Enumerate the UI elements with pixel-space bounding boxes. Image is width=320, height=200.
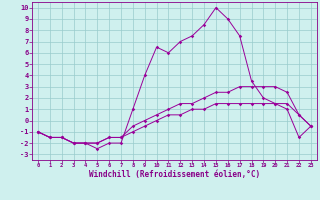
X-axis label: Windchill (Refroidissement éolien,°C): Windchill (Refroidissement éolien,°C) xyxy=(89,170,260,179)
